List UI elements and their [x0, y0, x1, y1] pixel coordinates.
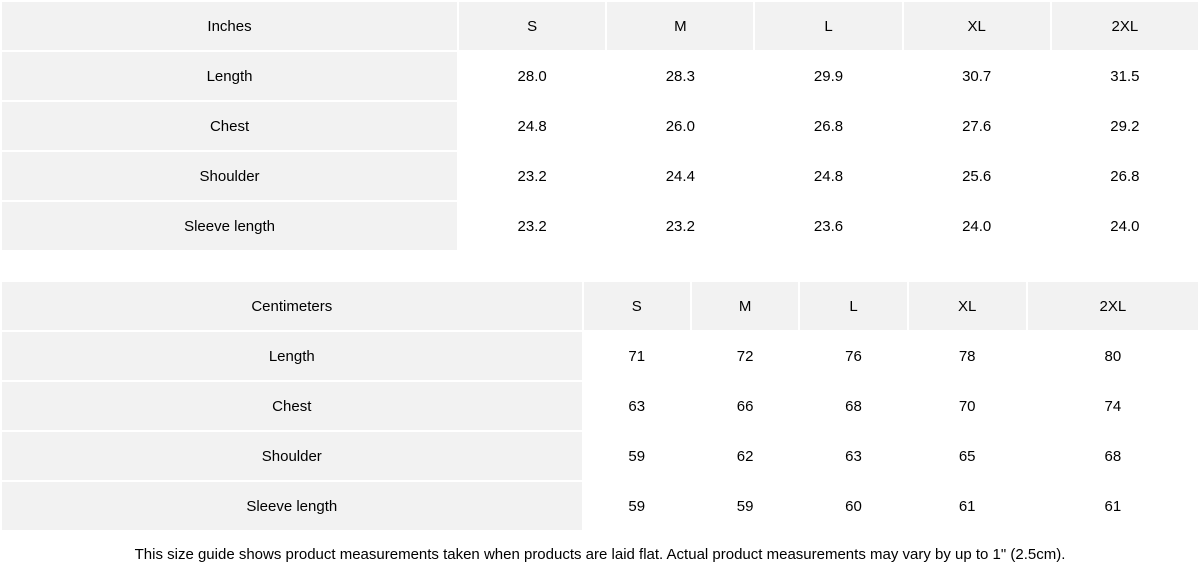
- data-cell: 23.2: [459, 202, 605, 250]
- row-label: Sleeve length: [2, 482, 582, 530]
- data-cell: 80: [1028, 332, 1198, 380]
- data-cell: 28.3: [607, 52, 753, 100]
- size-header: M: [607, 2, 753, 50]
- data-cell: 26.0: [607, 102, 753, 150]
- table-row: Sleeve length 59 59 60 61 61: [2, 482, 1198, 530]
- row-label: Length: [2, 332, 582, 380]
- size-header: 2XL: [1028, 282, 1198, 330]
- data-cell: 72: [692, 332, 798, 380]
- table-header-row: Centimeters S M L XL 2XL: [2, 282, 1198, 330]
- data-cell: 23.6: [755, 202, 901, 250]
- data-cell: 62: [692, 432, 798, 480]
- size-header: S: [584, 282, 690, 330]
- data-cell: 68: [1028, 432, 1198, 480]
- data-cell: 26.8: [755, 102, 901, 150]
- data-cell: 59: [584, 482, 690, 530]
- data-cell: 26.8: [1052, 152, 1198, 200]
- size-header: S: [459, 2, 605, 50]
- table-row: Chest 63 66 68 70 74: [2, 382, 1198, 430]
- data-cell: 29.9: [755, 52, 901, 100]
- data-cell: 24.8: [755, 152, 901, 200]
- size-table-inches: Inches S M L XL 2XL Length 28.0 28.3 29.…: [0, 0, 1200, 252]
- row-label: Shoulder: [2, 432, 582, 480]
- data-cell: 25.6: [904, 152, 1050, 200]
- size-header: XL: [904, 2, 1050, 50]
- size-header: XL: [909, 282, 1026, 330]
- data-cell: 61: [909, 482, 1026, 530]
- table-row: Shoulder 59 62 63 65 68: [2, 432, 1198, 480]
- table-row: Chest 24.8 26.0 26.8 27.6 29.2: [2, 102, 1198, 150]
- size-header: 2XL: [1052, 2, 1198, 50]
- data-cell: 24.0: [904, 202, 1050, 250]
- table-row: Length 28.0 28.3 29.9 30.7 31.5: [2, 52, 1198, 100]
- data-cell: 61: [1028, 482, 1198, 530]
- data-cell: 63: [584, 382, 690, 430]
- data-cell: 66: [692, 382, 798, 430]
- unit-header: Centimeters: [2, 282, 582, 330]
- row-label: Length: [2, 52, 457, 100]
- data-cell: 24.8: [459, 102, 605, 150]
- data-cell: 71: [584, 332, 690, 380]
- footnote-text: This size guide shows product measuremen…: [0, 532, 1200, 563]
- data-cell: 78: [909, 332, 1026, 380]
- data-cell: 60: [800, 482, 906, 530]
- table-row: Shoulder 23.2 24.4 24.8 25.6 26.8: [2, 152, 1198, 200]
- size-table-centimeters: Centimeters S M L XL 2XL Length 71 72 76…: [0, 280, 1200, 532]
- data-cell: 29.2: [1052, 102, 1198, 150]
- data-cell: 63: [800, 432, 906, 480]
- table-row: Length 71 72 76 78 80: [2, 332, 1198, 380]
- data-cell: 23.2: [607, 202, 753, 250]
- data-cell: 24.0: [1052, 202, 1198, 250]
- data-cell: 65: [909, 432, 1026, 480]
- size-header: L: [755, 2, 901, 50]
- size-header: M: [692, 282, 798, 330]
- data-cell: 68: [800, 382, 906, 430]
- row-label: Sleeve length: [2, 202, 457, 250]
- size-header: L: [800, 282, 906, 330]
- data-cell: 27.6: [904, 102, 1050, 150]
- data-cell: 24.4: [607, 152, 753, 200]
- table-row: Sleeve length 23.2 23.2 23.6 24.0 24.0: [2, 202, 1198, 250]
- data-cell: 70: [909, 382, 1026, 430]
- table-spacer: [0, 252, 1200, 280]
- data-cell: 28.0: [459, 52, 605, 100]
- row-label: Chest: [2, 382, 582, 430]
- table-header-row: Inches S M L XL 2XL: [2, 2, 1198, 50]
- data-cell: 31.5: [1052, 52, 1198, 100]
- data-cell: 30.7: [904, 52, 1050, 100]
- row-label: Chest: [2, 102, 457, 150]
- row-label: Shoulder: [2, 152, 457, 200]
- data-cell: 76: [800, 332, 906, 380]
- data-cell: 59: [692, 482, 798, 530]
- unit-header: Inches: [2, 2, 457, 50]
- data-cell: 74: [1028, 382, 1198, 430]
- data-cell: 23.2: [459, 152, 605, 200]
- data-cell: 59: [584, 432, 690, 480]
